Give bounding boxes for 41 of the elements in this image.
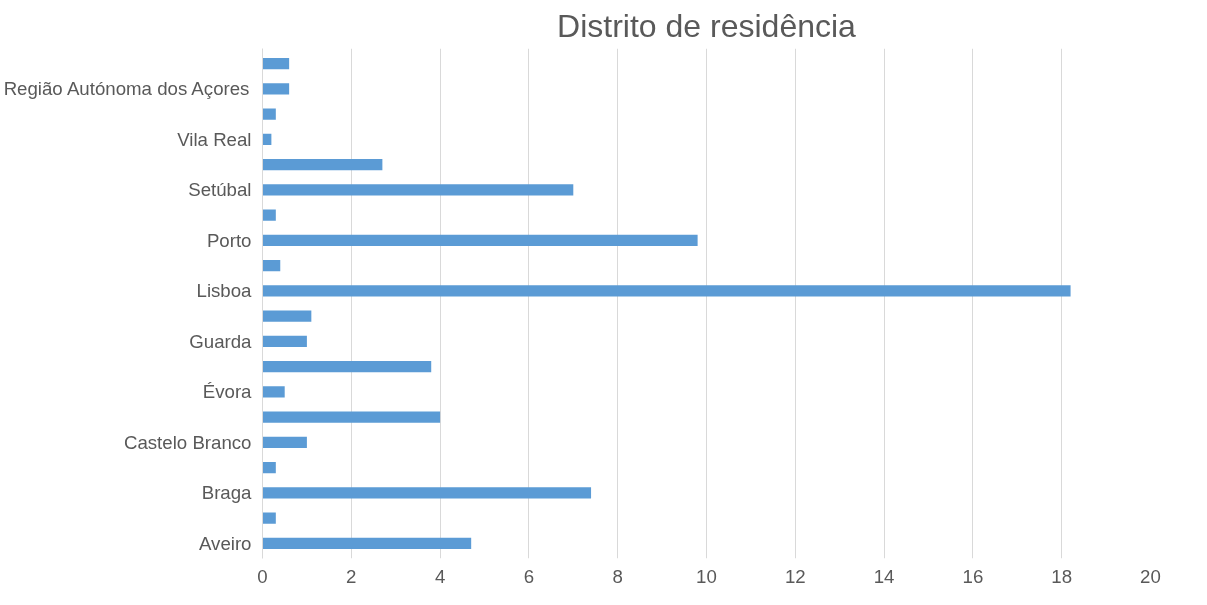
bar [262,184,574,196]
x-tick-label: 16 [962,565,984,587]
x-tick-label: 6 [523,565,535,587]
bar [262,259,281,272]
bar [262,310,312,322]
x-tick-label: 12 [784,565,806,587]
bar [262,335,307,348]
bar [262,285,1071,297]
y-tick-label: Braga [201,482,253,504]
bar [262,209,276,221]
y-tick-label: Região Autónoma dos Açores [3,78,250,100]
y-tick-label: Porto [206,229,252,251]
bar [262,57,290,70]
x-tick-label: 10 [696,565,717,587]
y-tick-label: Évora [202,381,253,403]
x-tick-label: 4 [434,565,446,587]
x-tick-label: 20 [1140,565,1161,587]
bar [262,537,472,550]
bar [262,234,698,247]
y-tick-label: Lisboa [196,280,253,302]
bar [262,512,276,524]
y-tick-label: Guarda [189,330,253,352]
bar [262,461,276,474]
bar [262,83,290,95]
bar [262,436,307,449]
bar [262,158,383,171]
bar [262,487,592,499]
y-tick-label: Vila Real [177,128,252,150]
x-tick-label: 0 [257,565,268,587]
x-tick-label: 8 [612,565,623,587]
x-tick-label: 18 [1051,565,1073,587]
chart-title: Distrito de residência [557,7,857,44]
y-tick-label: Castelo Branco [123,431,252,453]
y-tick-label: Setúbal [188,179,252,201]
x-tick-label: 2 [346,565,357,587]
bar [262,360,432,373]
bar [262,411,441,423]
y-tick-label: Aveiro [198,532,252,554]
bar [262,386,285,398]
x-tick-label: 14 [873,565,895,587]
bar [262,108,276,120]
